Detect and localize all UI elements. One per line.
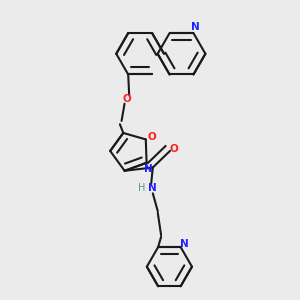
Text: H: H bbox=[137, 183, 145, 193]
Text: N: N bbox=[148, 183, 157, 193]
Text: N: N bbox=[144, 164, 153, 174]
Text: N: N bbox=[191, 22, 200, 32]
Text: O: O bbox=[170, 144, 178, 154]
Text: O: O bbox=[122, 94, 131, 104]
Text: O: O bbox=[147, 132, 156, 142]
Text: N: N bbox=[180, 239, 189, 250]
